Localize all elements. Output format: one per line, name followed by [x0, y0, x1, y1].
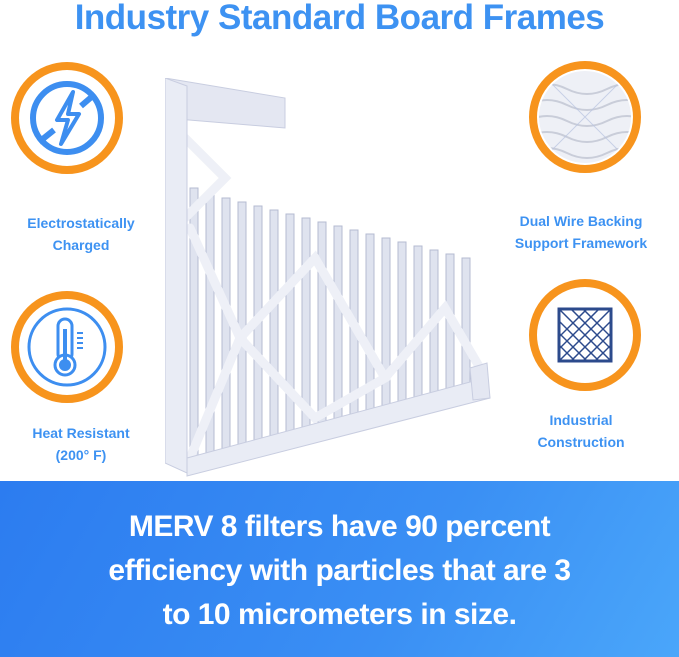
- label-line: Electrostatically: [27, 215, 135, 231]
- thermometer-icon: [27, 307, 107, 387]
- label-line: Support Framework: [514, 235, 648, 251]
- label-line: Industrial: [549, 412, 613, 428]
- label-line: Charged: [52, 237, 110, 253]
- banner-line: MERV 8 filters have 90 percent: [128, 510, 551, 543]
- feature-label-industrial: Industrial Construction: [496, 409, 666, 453]
- air-filter-product-image: [165, 78, 491, 477]
- electrostatic-bolt-icon: [30, 81, 104, 155]
- banner-line: to 10 micrometers in size.: [162, 598, 517, 631]
- label-line: Heat Resistant: [32, 425, 130, 441]
- wire-mesh-photo-icon: [539, 71, 631, 163]
- feature-label-wire: Dual Wire Backing Support Framework: [496, 210, 666, 254]
- feature-label-electrostatic: Electrostatically Charged: [0, 212, 166, 256]
- label-line: (200° F): [55, 447, 107, 463]
- label-line: Construction: [537, 434, 625, 450]
- merv-banner: MERV 8 filters have 90 percent efficienc…: [0, 481, 679, 657]
- wire-badge: [529, 61, 641, 173]
- label-line: Dual Wire Backing: [519, 213, 643, 229]
- feature-label-heat: Heat Resistant (200° F): [0, 422, 166, 466]
- banner-text: MERV 8 filters have 90 percent efficienc…: [0, 505, 679, 637]
- heat-badge: [11, 291, 123, 403]
- diamond-grid-icon: [557, 307, 613, 363]
- electrostatic-badge: [11, 62, 123, 174]
- banner-line: efficiency with particles that are 3: [108, 554, 571, 587]
- page-title: Industry Standard Board Frames: [74, 0, 605, 37]
- industrial-badge: [529, 279, 641, 391]
